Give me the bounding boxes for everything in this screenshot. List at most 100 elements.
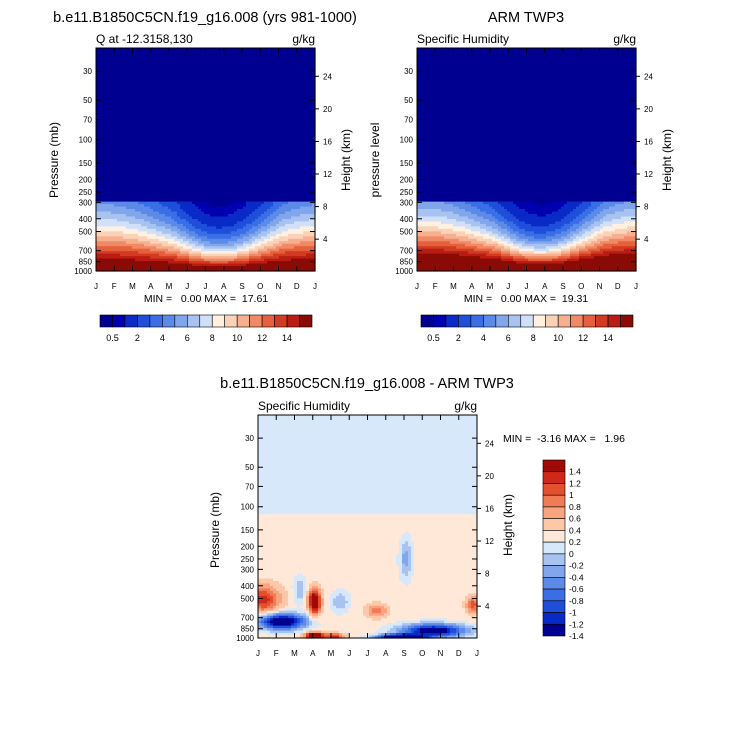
contour-cell [465, 633, 475, 637]
contour-cell [276, 613, 295, 617]
contour-cell [483, 216, 496, 220]
contour-cell [258, 442, 478, 446]
contour-cell [258, 628, 268, 632]
contour-cell [258, 216, 268, 220]
contour-cell [258, 553, 397, 557]
contour-cell [606, 214, 637, 218]
colorbar-label: 0.6 [569, 514, 581, 524]
contour-cell [270, 603, 277, 607]
contour-cell [147, 226, 166, 230]
contour-cell [312, 581, 319, 585]
contour-cell [258, 576, 295, 580]
contour-cell [579, 204, 592, 208]
contour-cell [306, 610, 310, 614]
contour-cell [258, 526, 478, 530]
x-tick-label: A [469, 282, 475, 291]
contour-cell [273, 615, 280, 619]
contour-cell [609, 238, 637, 242]
contour-cell [318, 615, 367, 619]
contour-cell [411, 581, 478, 585]
contour-cell [594, 236, 604, 240]
contour-cell [312, 610, 319, 614]
contour-cell [534, 251, 547, 255]
contour-cell [258, 519, 478, 523]
contour-cell [96, 194, 316, 198]
contour-cell [318, 603, 322, 607]
contour-cell [351, 598, 466, 602]
colorbar-box [433, 314, 447, 328]
contour-cell [342, 593, 352, 597]
colorbar-box [261, 314, 275, 328]
colorbar-box [186, 314, 201, 328]
contour-cell [309, 590, 313, 594]
contour-cell [297, 590, 304, 594]
contour-cell [294, 613, 301, 617]
contour-cell [261, 226, 271, 230]
contour-cell [552, 211, 571, 215]
contour-cell [627, 231, 637, 235]
contour-cell [273, 204, 283, 208]
contour-cell [381, 633, 388, 637]
contour-cell [582, 233, 592, 237]
contour-cell [261, 608, 265, 612]
contour-cell [120, 253, 160, 257]
contour-cell [150, 241, 169, 245]
contour-cell [195, 236, 208, 240]
contour-cell [96, 75, 316, 79]
contour-cell [417, 243, 466, 247]
contour-cell [309, 598, 313, 602]
contour-cell [96, 80, 316, 84]
contour-cell [156, 228, 172, 232]
contour-cell [207, 236, 232, 240]
contour-cell [294, 620, 298, 624]
contour-cell [516, 261, 565, 265]
contour-cell [183, 223, 193, 227]
contour-cell [402, 581, 412, 585]
contour-cell [570, 248, 580, 252]
contour-cell [573, 233, 583, 237]
contour-cell [372, 608, 382, 612]
colorbar-box [507, 314, 522, 328]
contour-cell [588, 248, 601, 252]
contour-cell [411, 556, 415, 560]
contour-cell [96, 142, 316, 146]
contour-cell [582, 241, 592, 245]
contour-cell [258, 494, 478, 498]
contour-cell [600, 204, 616, 208]
contour-cell [279, 603, 289, 607]
contour-cell [324, 633, 340, 637]
contour-cell [387, 615, 472, 619]
contour-cell [270, 251, 286, 255]
contour-cell [528, 258, 553, 262]
contour-cell [447, 216, 469, 220]
contour-cell [417, 223, 454, 227]
contour-cell [156, 223, 172, 227]
contour-cell [258, 538, 400, 542]
contour-cell [489, 204, 502, 208]
contour-cell [243, 226, 253, 230]
contour-cell [417, 169, 637, 173]
height-tick-label: 24 [644, 72, 653, 81]
contour-cell [309, 595, 313, 599]
contour-cell [264, 623, 268, 627]
contour-cell [273, 605, 277, 609]
contour-cell [261, 214, 271, 218]
contour-cell [468, 251, 490, 255]
contour-cell [414, 551, 478, 555]
contour-cell [258, 476, 478, 481]
contour-cell [417, 196, 637, 200]
contour-cell [288, 615, 295, 619]
contour-cell [300, 633, 304, 637]
contour-cell [471, 605, 475, 609]
contour-cell [384, 613, 391, 617]
contour-cell [561, 236, 571, 240]
colorbar-box [149, 314, 163, 328]
contour-cell [594, 226, 604, 230]
contour-cell [261, 256, 280, 260]
contour-cell [600, 241, 619, 245]
colorbar-label: -1.4 [569, 631, 584, 641]
contour-cell [258, 610, 268, 614]
contour-cell [96, 216, 136, 220]
contour-cell [417, 100, 637, 104]
contour-cell [570, 256, 580, 260]
